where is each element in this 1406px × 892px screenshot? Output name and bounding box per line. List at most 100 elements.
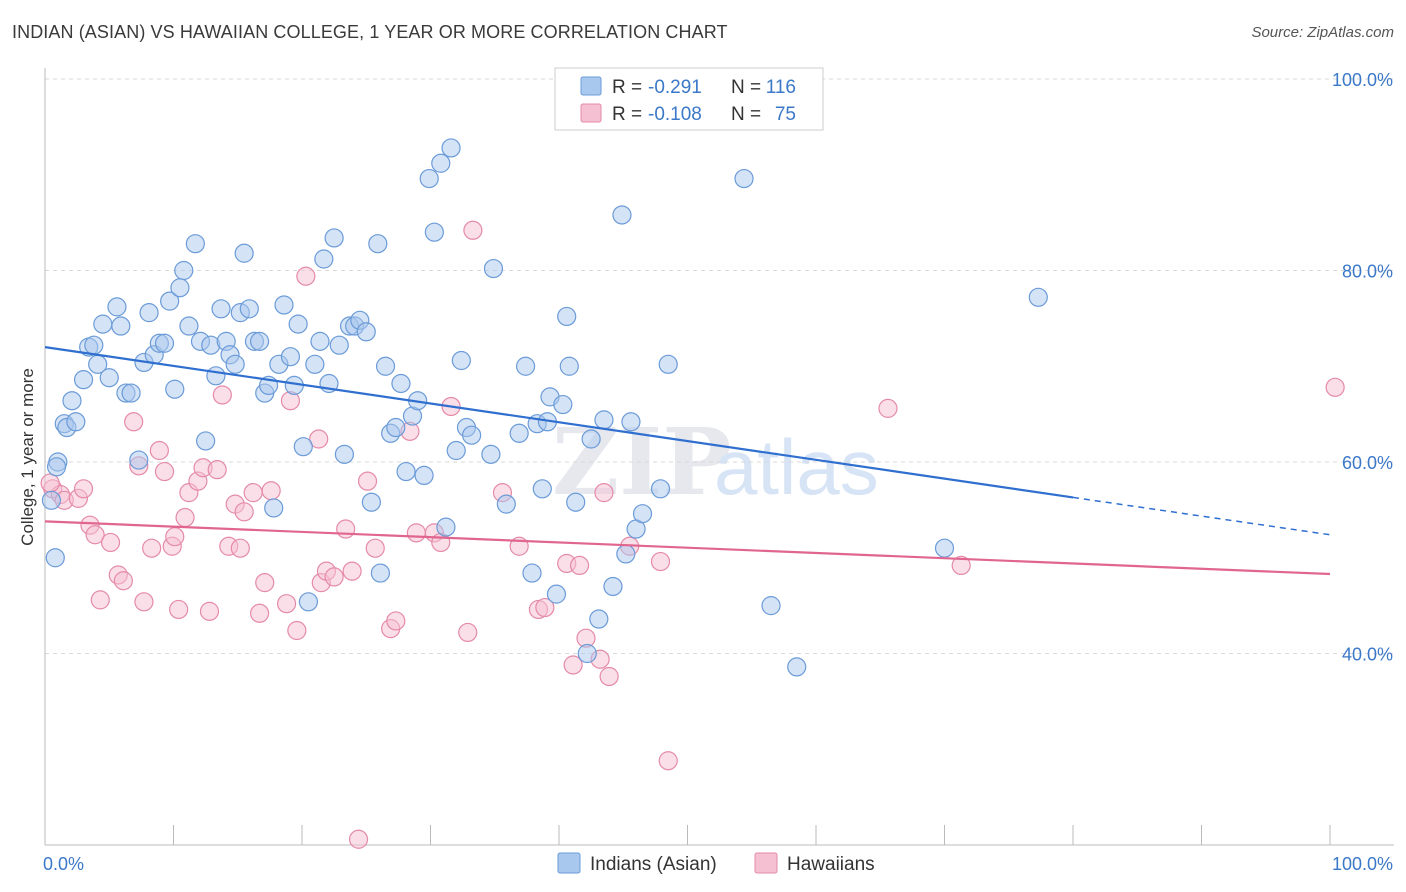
indians-asian-point <box>934 538 955 558</box>
hawaiians-point <box>348 829 369 849</box>
hawaiians-point <box>594 483 614 503</box>
indians-asian-point <box>532 479 552 499</box>
hawaiians-point <box>85 525 105 545</box>
y-tick-label: 80.0% <box>1342 262 1393 282</box>
trend-lines <box>44 346 1331 576</box>
hawaiians-point <box>296 266 316 286</box>
hawaiians-point <box>599 666 619 687</box>
indians-asian-point <box>249 331 270 351</box>
y-tick-label: 40.0% <box>1342 645 1393 665</box>
hawaiians-point <box>207 460 227 480</box>
indians-asian-point <box>334 444 355 464</box>
legend-r-label-pink: R = <box>612 104 642 125</box>
indians-asian-point <box>185 234 205 254</box>
legend-swatch-pink <box>580 103 602 123</box>
indians-asian-point <box>481 444 501 464</box>
indians-asian-point <box>546 584 567 604</box>
hawaiians-point <box>336 519 356 539</box>
indians-asian-point <box>632 504 653 524</box>
indians-asian-point <box>274 295 294 315</box>
indians-asian-point <box>612 205 632 225</box>
indians-asian-point <box>314 249 334 269</box>
hawaiians-point <box>100 532 121 553</box>
hawaiians-point <box>650 551 671 572</box>
indians-asian-point <box>46 457 67 477</box>
hawaiians-point <box>142 538 162 558</box>
hawaiians-point <box>342 561 362 581</box>
indians-asian-point <box>305 354 325 374</box>
indians-asian-point <box>483 258 504 279</box>
y-tick-label: 100.0% <box>1332 70 1393 90</box>
hawaiians-points <box>40 220 1345 849</box>
indians-asian-point <box>616 544 636 564</box>
legend-bottom-swatch-pink <box>754 852 778 874</box>
indians-asian-point <box>107 297 127 317</box>
hawaiians-point <box>249 603 270 623</box>
legend-bottom-swatch-blue <box>557 852 581 874</box>
indians-asian-point <box>424 222 444 242</box>
indians-asian-point <box>121 383 141 403</box>
indians-asian-point <box>234 243 254 263</box>
chart-title: INDIAN (ASIAN) VS HAWAIIAN COLLEGE, 1 YE… <box>12 22 728 42</box>
legend-n-value-blue: 116 <box>766 77 796 98</box>
hawaiians-point <box>199 601 220 621</box>
legend-bottom-label-pink: Hawaiians <box>787 854 875 875</box>
indians-asian-point <box>45 548 65 568</box>
hawaiians-point <box>261 481 281 501</box>
watermark-atlas: atlas <box>714 423 879 511</box>
indians-asian-point <box>211 299 231 319</box>
indians-asian-point <box>206 366 226 386</box>
indians-asian-point <box>451 350 471 371</box>
hawaiians-point <box>951 555 971 576</box>
hawaiians-point <box>276 594 297 614</box>
indians-asian-point <box>111 316 131 336</box>
indians-asian-point <box>62 391 82 411</box>
indians-asian-point <box>1028 287 1048 307</box>
hawaiians-point <box>357 471 378 491</box>
legend-bottom-label-blue: Indians (Asian) <box>590 854 717 875</box>
hawaiians-point <box>169 599 189 620</box>
indians-asian-point <box>603 576 623 597</box>
indians-asian-point <box>280 347 301 367</box>
indians-asian-point <box>174 260 194 281</box>
indians-asian-point <box>324 228 344 248</box>
indians-asian-point <box>414 465 434 486</box>
legend-r-value-blue: -0.291 <box>648 77 702 98</box>
indians-asian-point <box>594 410 614 430</box>
indians-asian-point <box>361 492 381 512</box>
hawaiians-point <box>386 611 406 631</box>
hawaiians-point <box>458 622 478 643</box>
indians-asian-point <box>515 356 536 376</box>
indians-asian-point <box>66 412 86 432</box>
hawaiians-point <box>154 461 175 482</box>
indians-asian-point <box>509 423 529 443</box>
indians-asian-point <box>441 138 461 158</box>
legend-n-label-pink: N = <box>731 104 761 125</box>
legend-bottom: Indians (Asian) Hawaiians <box>557 852 875 875</box>
indians-asian-point <box>165 379 185 399</box>
hawaiians-point <box>90 590 110 610</box>
indians-asian-point <box>577 643 597 664</box>
hawaiians-point <box>406 523 426 543</box>
hawaiians-point <box>563 655 583 675</box>
hawaiians-point <box>243 483 263 503</box>
indians-asian-point <box>225 354 245 374</box>
indians-asian-point <box>139 303 159 323</box>
indians-asian-point <box>734 168 754 189</box>
indians-asian-point <box>288 314 308 334</box>
hawaiians-point <box>234 502 254 522</box>
y-tick-label: 60.0% <box>1342 453 1393 473</box>
x-tick-label-max: 100.0% <box>1332 854 1393 874</box>
indians-asian-trend-line <box>44 346 1074 499</box>
hawaiians-point <box>309 429 329 449</box>
hawaiians-point <box>149 440 169 461</box>
hawaiians-point <box>569 555 590 576</box>
indians-asian-point <box>589 609 609 629</box>
indians-asian-point <box>446 440 466 461</box>
x-tick-label-min: 0.0% <box>43 854 84 874</box>
indians-asian-point <box>557 306 577 327</box>
hawaiians-point <box>134 592 154 612</box>
indians-asian-point <box>566 492 586 512</box>
indians-asian-point <box>658 354 678 374</box>
